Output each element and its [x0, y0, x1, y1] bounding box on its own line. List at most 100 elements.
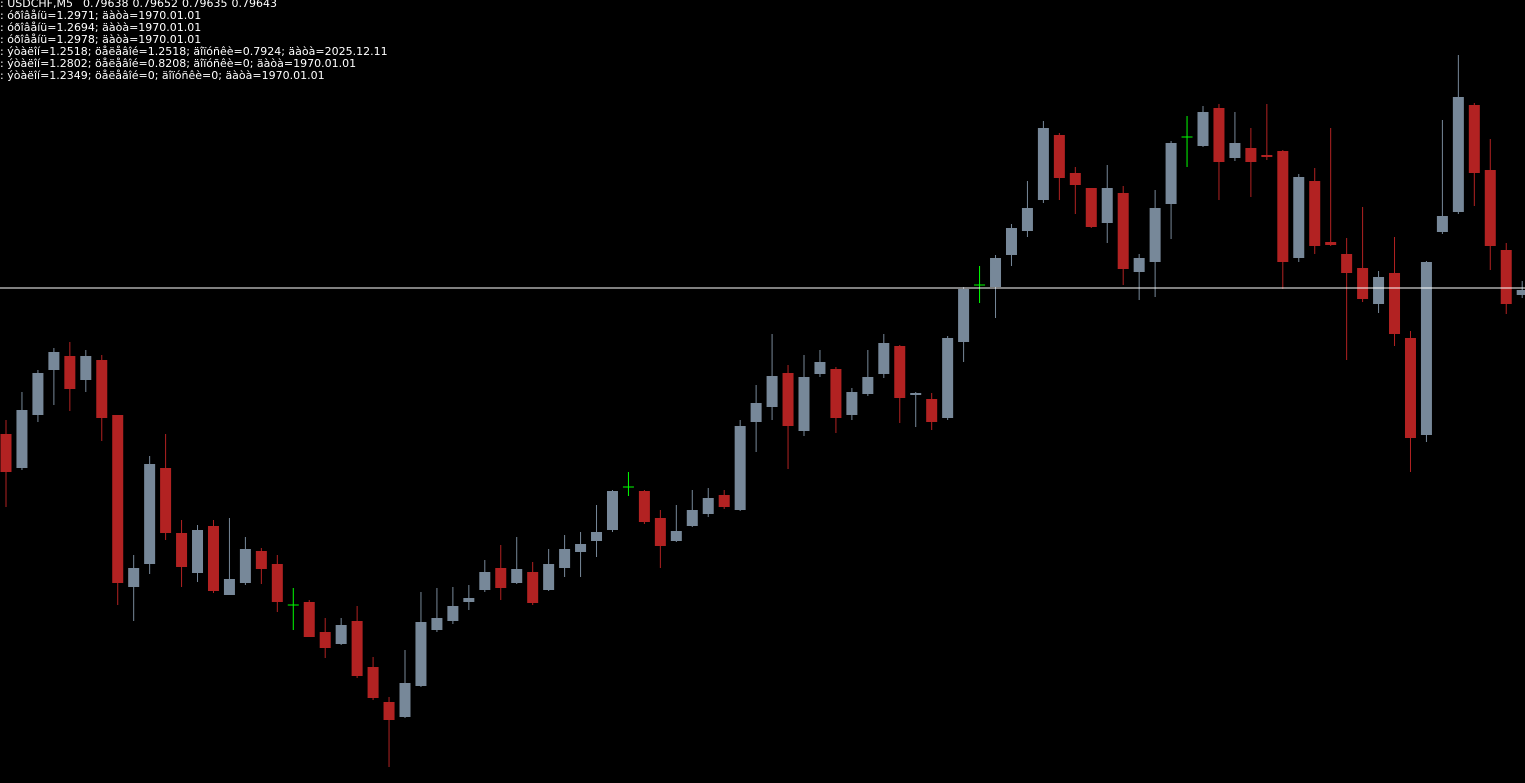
- candle-body: [1500, 250, 1512, 304]
- candle-body: [798, 377, 810, 431]
- candle-body: [1101, 188, 1113, 223]
- annotation: : ýòàëîí=1.2518; öåëåâîé=1.2518; äîïóñêè…: [0, 45, 388, 58]
- candle-body: [367, 667, 379, 698]
- annotation: : ýòàëîí=1.2349; öåëåâîé=0; äîïóñêè=0; ä…: [0, 69, 325, 82]
- candle-body: [846, 392, 858, 415]
- candle-body: [335, 625, 347, 644]
- header-line: : USDCHF,M5 0.79638 0.79652 0.79635 0.79643: [0, 0, 277, 10]
- candle-body: [144, 464, 156, 564]
- candle-body: [463, 598, 475, 602]
- last-open: 0.79638: [83, 0, 129, 10]
- candle-body: [1325, 242, 1337, 245]
- candle-body: [1420, 262, 1432, 435]
- candle-body: [80, 356, 92, 380]
- candle-body: [351, 621, 363, 676]
- candle-body: [1516, 290, 1525, 295]
- candle-body: [1436, 216, 1448, 232]
- last-low: 0.79635: [182, 0, 228, 10]
- candle-body: [926, 399, 938, 422]
- candle-body: [702, 498, 714, 514]
- annotation: : óðîâåíü=1.2978; äàòà=1970.01.01: [0, 33, 201, 46]
- candle-body: [1037, 128, 1049, 200]
- candle-body: [1229, 143, 1241, 158]
- candle-body: [910, 393, 922, 395]
- candle-body: [112, 415, 124, 583]
- candle-body: [559, 549, 571, 568]
- annotation: : ýòàëîí=1.2802; öåëåâîé=0.8208; äîïóñêè…: [0, 57, 356, 70]
- candle-body: [1005, 228, 1017, 255]
- candle-body: [1277, 151, 1289, 262]
- candle-body: [575, 544, 587, 552]
- candle-body: [766, 376, 778, 407]
- candle-body: [303, 602, 315, 637]
- candle-body: [958, 289, 970, 342]
- candle-body: [606, 491, 618, 530]
- candle-body: [894, 346, 906, 398]
- candle-body: [1261, 155, 1273, 157]
- candle-body: [16, 410, 28, 468]
- candle-body: [718, 495, 730, 507]
- candle-body: [495, 568, 507, 588]
- candle-body: [1245, 148, 1257, 162]
- candle-body: [862, 377, 874, 394]
- candle-body: [638, 491, 650, 522]
- symbol: : USDCHF,M5: [0, 0, 73, 10]
- candle-body: [0, 434, 12, 472]
- candle-body: [64, 356, 76, 389]
- candle-body: [383, 702, 395, 720]
- candle-body: [32, 373, 44, 415]
- candle-body: [447, 606, 459, 621]
- candle-body: [239, 549, 251, 583]
- candle-body: [48, 352, 60, 370]
- annotation: : óðîâåíü=1.2694; äàòà=1970.01.01: [0, 21, 201, 34]
- candle-body: [1085, 188, 1097, 227]
- candle-body: [207, 526, 219, 591]
- candle-body: [1053, 135, 1065, 178]
- candle-body: [1197, 112, 1209, 146]
- candle-body: [192, 530, 204, 573]
- candle-body: [128, 568, 140, 587]
- candle-body: [96, 360, 108, 418]
- candle-body: [1468, 105, 1480, 173]
- candle-body: [271, 564, 283, 602]
- candle-body: [1117, 193, 1129, 269]
- candle-body: [591, 532, 603, 541]
- candle-body: [1452, 97, 1464, 212]
- candle-body: [1133, 258, 1145, 272]
- candle-body: [814, 362, 826, 374]
- candle-body: [319, 632, 331, 648]
- candle-body: [734, 426, 746, 510]
- candle-body: [160, 468, 172, 533]
- candle-body: [990, 258, 1002, 287]
- candle-body: [686, 510, 698, 526]
- candle-body: [782, 373, 794, 426]
- candle-body: [543, 564, 555, 590]
- candle-body: [527, 572, 539, 603]
- candle-body: [1069, 173, 1081, 185]
- candle-body: [1404, 338, 1416, 438]
- candle-body: [1149, 208, 1161, 262]
- candle-body: [1389, 273, 1401, 334]
- candle-body: [654, 518, 666, 546]
- candle-body: [1309, 181, 1321, 246]
- annotation: : óðîâåíü=1.2971; äàòà=1970.01.01: [0, 9, 201, 22]
- candle-body: [1293, 177, 1305, 258]
- candle-body: [479, 572, 491, 590]
- candle-body: [1373, 277, 1385, 304]
- candle-body: [1021, 208, 1033, 231]
- candle-body: [1484, 170, 1496, 246]
- candle-body: [176, 533, 188, 567]
- candle-body: [223, 579, 235, 595]
- candle-body: [670, 531, 682, 541]
- candle-body: [255, 551, 267, 569]
- candle-body: [750, 403, 762, 422]
- candle-body: [878, 343, 890, 374]
- candle-body: [1357, 268, 1369, 299]
- last-high: 0.79652: [132, 0, 178, 10]
- candle-body: [1341, 254, 1353, 273]
- candle-body: [1165, 143, 1177, 204]
- candle-body: [399, 683, 411, 717]
